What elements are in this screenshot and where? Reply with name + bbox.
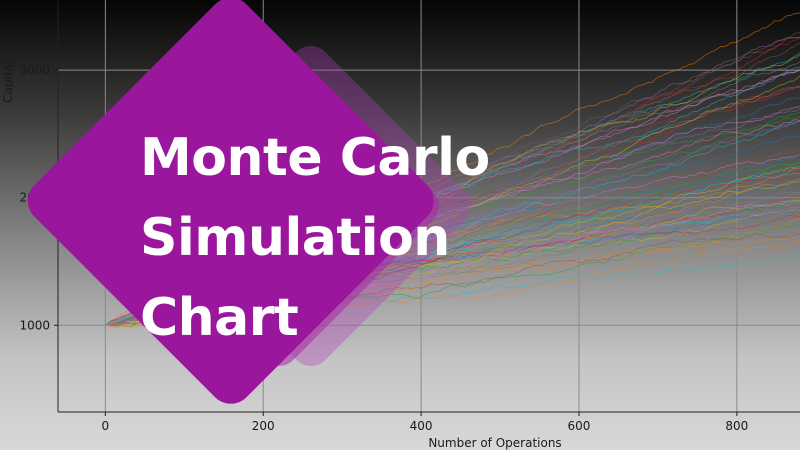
y-tick-label: 2000	[19, 191, 50, 205]
title-line-1: Monte Carlo	[140, 128, 490, 188]
x-tick-label: 200	[252, 419, 275, 433]
y-tick-labels: 1000 2000 3000	[19, 63, 58, 332]
title-line-3: Chart	[140, 288, 299, 348]
x-axis-title: Number of Operations	[428, 436, 561, 450]
y-axis-title: Capital	[1, 61, 15, 103]
x-tick-labels: 0 200 400 600 800	[102, 412, 748, 433]
x-tick-label: 600	[568, 419, 591, 433]
y-tick-label: 3000	[19, 63, 50, 77]
y-tick-label: 1000	[19, 318, 50, 332]
x-tick-label: 800	[725, 419, 748, 433]
title-line-2: Simulation	[140, 208, 450, 268]
banner-title: Monte Carlo Simulation Chart	[140, 118, 540, 358]
x-tick-label: 400	[410, 419, 433, 433]
x-tick-label: 0	[102, 419, 110, 433]
